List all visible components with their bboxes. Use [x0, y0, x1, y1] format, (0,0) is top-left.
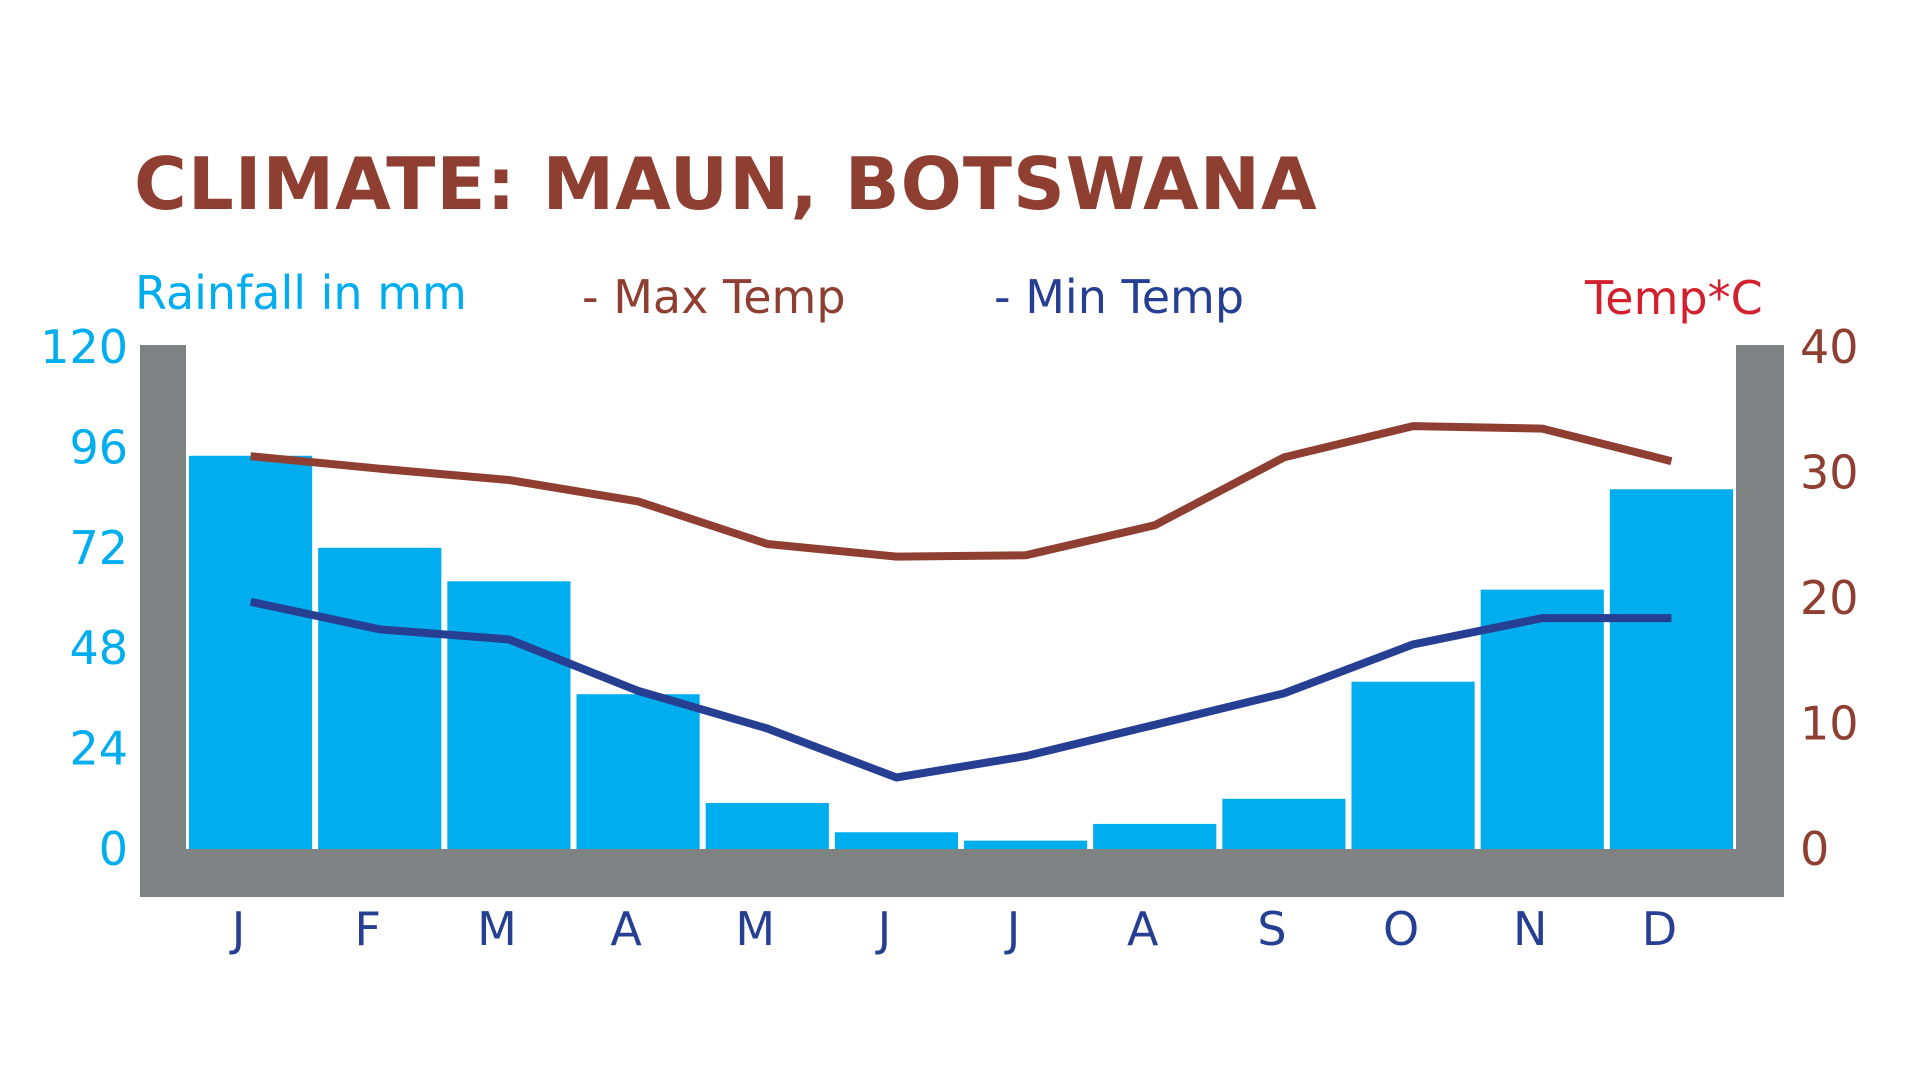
rain-bar — [189, 455, 313, 849]
max-temp-line — [250, 422, 1673, 561]
legend-min-temp: - Min Temp — [994, 270, 1245, 324]
month-label: A — [1127, 902, 1159, 956]
temp-axis-label: Temp*C — [1585, 271, 1763, 325]
frame-left — [140, 345, 186, 897]
month-label: A — [610, 902, 642, 956]
rain-bar — [1351, 681, 1475, 849]
rain-bar — [1480, 589, 1604, 849]
rain-bar — [1609, 489, 1733, 849]
month-label: F — [355, 902, 381, 956]
month-label: J — [875, 902, 892, 956]
y-right-tick-label: 20 — [1800, 571, 1859, 625]
frame-bottom — [140, 849, 1784, 897]
y-left-tick-label: 120 — [40, 320, 128, 374]
rain-bar — [576, 694, 700, 849]
month-label: M — [477, 902, 517, 956]
rainfall-axis-label: Rainfall in mm — [135, 266, 467, 320]
rain-bar — [1222, 798, 1346, 849]
rain-bar — [447, 581, 571, 849]
frame-right — [1736, 345, 1784, 897]
month-label: M — [735, 902, 775, 956]
y-left-tick-label: 0 — [99, 822, 128, 876]
rain-bar — [1093, 823, 1217, 849]
chart-title: CLIMATE: MAUN, BOTSWANA — [134, 142, 1318, 226]
y-right-tick-label: 0 — [1800, 822, 1829, 876]
rain-bar — [964, 840, 1088, 849]
month-label: J — [1004, 902, 1021, 956]
month-label: J — [229, 902, 246, 956]
month-label: O — [1383, 902, 1419, 956]
rain-bar — [834, 832, 958, 849]
y-right-tick-label: 40 — [1800, 320, 1859, 374]
y-left-tick-label: 72 — [69, 521, 128, 575]
rain-bar — [318, 547, 442, 849]
legend-max-temp: - Max Temp — [582, 270, 846, 324]
y-right-tick-label: 10 — [1800, 697, 1859, 751]
y-right-tick-label: 30 — [1800, 446, 1859, 500]
rain-bar — [705, 802, 829, 849]
month-label: S — [1257, 902, 1286, 956]
y-left-tick-label: 48 — [69, 621, 128, 675]
month-label: N — [1513, 902, 1547, 956]
month-label: D — [1642, 902, 1677, 956]
y-left-tick-label: 24 — [69, 722, 128, 776]
y-left-tick-label: 96 — [69, 420, 128, 474]
min-temp-line — [249, 597, 1672, 782]
